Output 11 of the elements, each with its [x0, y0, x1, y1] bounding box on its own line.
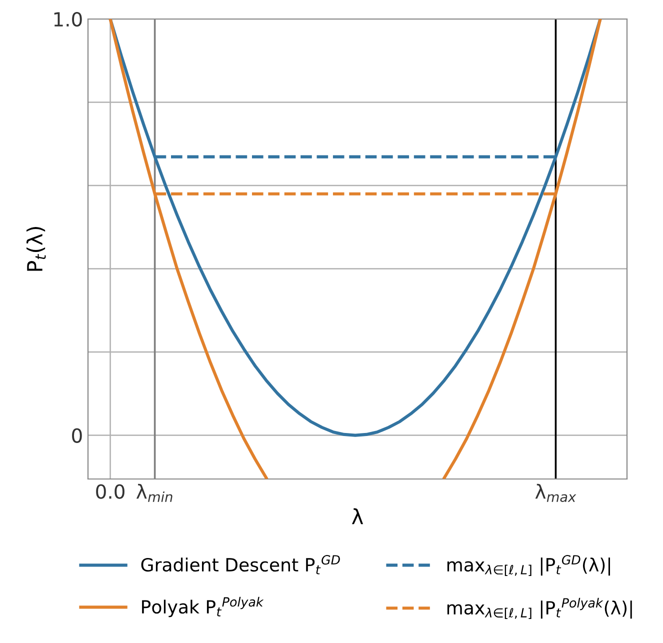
- y-axis-title: P$_{t}$(λ): [26, 227, 46, 271]
- x-axis-title: λ: [352, 508, 364, 524]
- y-tick-label: 1.0: [54, 12, 82, 27]
- legend-label: max$_{λ∈[ℓ,L]}$ |P$_{t}$$^{GD}$(λ)|: [447, 555, 610, 576]
- legend-label: max$_{λ∈[ℓ,L]}$ |P$_{t}$$^{Polyak}$(λ)|: [447, 598, 632, 619]
- legend-label: Gradient Descent P$_{t}$$^{GD}$: [141, 555, 340, 574]
- x-tick-label: 0.0: [96, 484, 124, 499]
- y-tick-label: 0: [72, 428, 82, 443]
- x-tick-label: λ$_{max}$: [535, 484, 576, 502]
- legend-label: Polyak P$_{t}$$^{Polyak}$: [142, 596, 264, 618]
- x-tick-label: λ$_{min}$: [136, 484, 172, 502]
